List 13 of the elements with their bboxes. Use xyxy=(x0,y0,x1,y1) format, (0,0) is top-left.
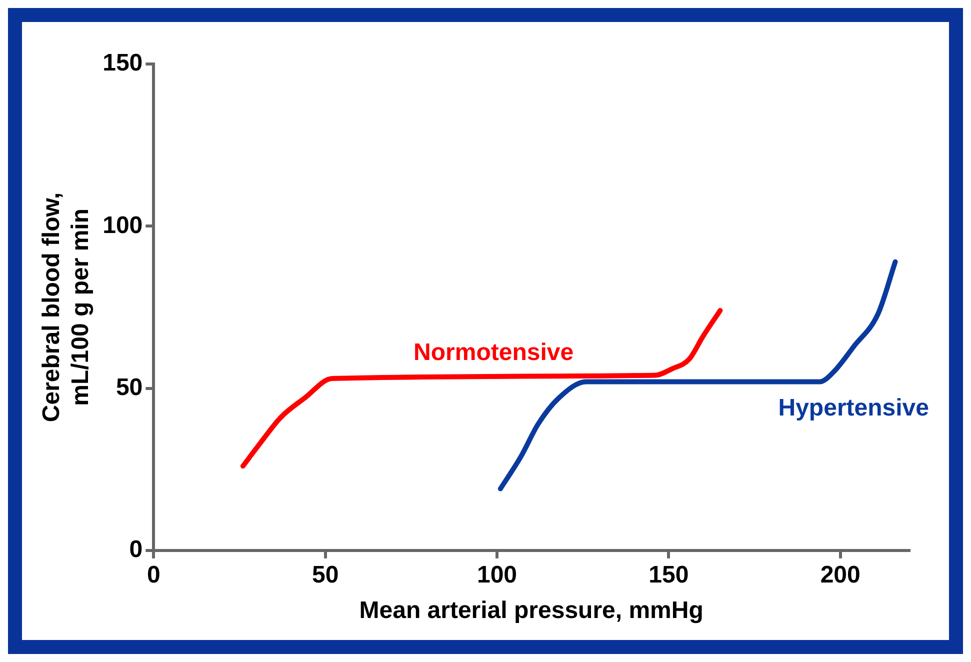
x-tick-label: 150 xyxy=(648,561,689,588)
x-tick-label: 100 xyxy=(476,561,518,588)
y-tick-label: 0 xyxy=(129,536,143,564)
x-tick-label: 0 xyxy=(146,561,160,588)
x-tick-label: 200 xyxy=(820,561,860,588)
y-tick-label: 100 xyxy=(102,212,143,239)
series-label: Normotensive xyxy=(414,338,574,366)
y-tick-label: 50 xyxy=(116,374,143,401)
y-tick-label: 150 xyxy=(102,50,143,77)
y-axis-title: Cerebral blood flow, mL/100 g per min xyxy=(38,192,94,422)
x-tick-label: 50 xyxy=(312,561,339,588)
x-axis-title: Mean arterial pressure, mmHg xyxy=(359,597,704,624)
series-label: Hypertensive xyxy=(778,394,929,422)
